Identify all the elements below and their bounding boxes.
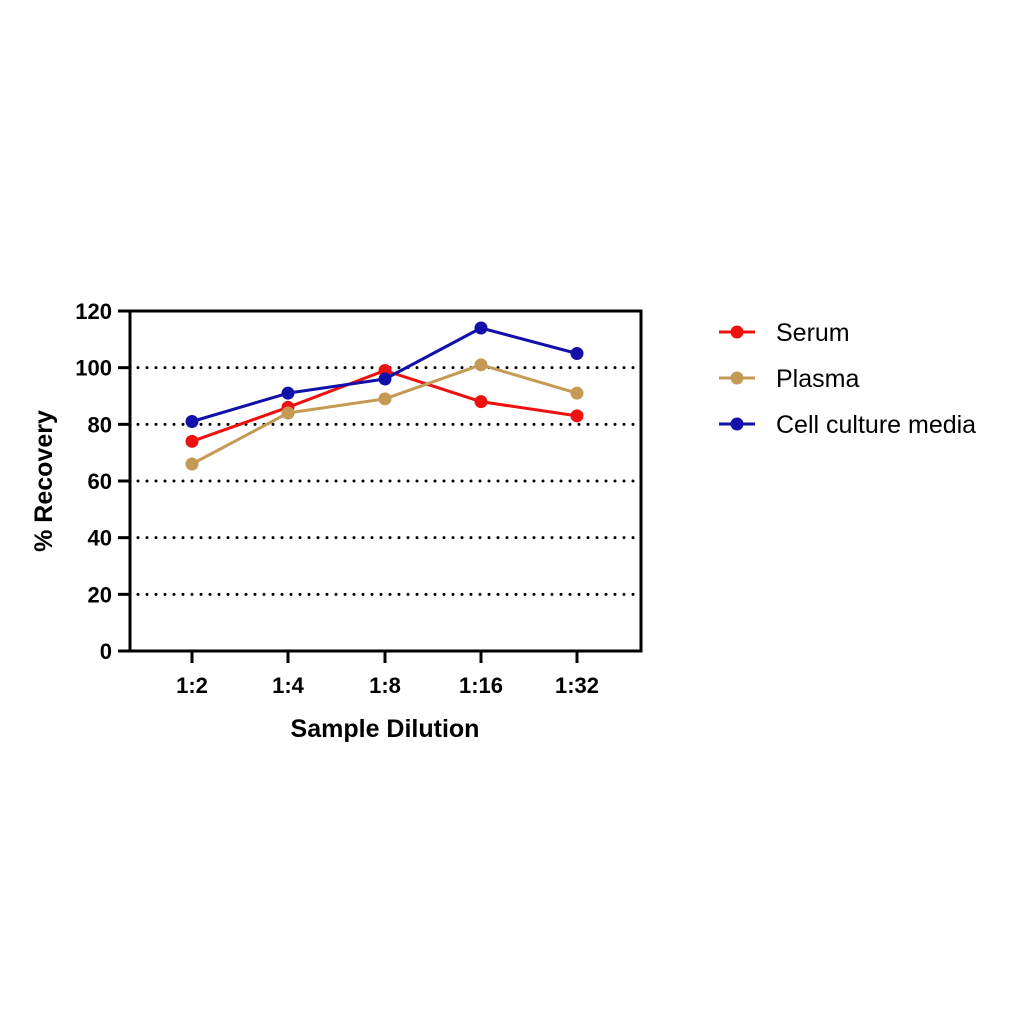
data-point (474, 321, 488, 335)
y-tick-label: 60 (88, 469, 112, 494)
x-tick-label: 1:16 (459, 673, 503, 698)
data-point (281, 386, 295, 400)
data-point (570, 386, 584, 400)
y-tick-label: 20 (88, 582, 112, 607)
data-point (185, 457, 199, 471)
x-tick-label: 1:32 (555, 673, 599, 698)
legend-item: Cell culture media (719, 411, 976, 439)
y-tick-label: 80 (88, 412, 112, 437)
y-tick-label: 100 (75, 356, 112, 381)
series-group (185, 321, 584, 471)
data-point (570, 409, 584, 423)
data-point (570, 347, 584, 360)
x-axis-title: Sample Dilution (291, 715, 480, 743)
legend-item: Plasma (719, 365, 859, 393)
data-point (185, 434, 199, 448)
x-tick-label: 1:2 (176, 673, 208, 698)
x-axis: 1:2 1:4 1:8 1:16 1:32 (176, 651, 599, 698)
y-tick-label: 120 (75, 299, 112, 324)
legend-marker (730, 371, 744, 385)
y-tick-label: 0 (100, 639, 112, 664)
plot-frame (128, 309, 643, 653)
y-axis-title: % Recovery (30, 410, 58, 552)
legend-item: Serum (719, 319, 850, 347)
y-axis: 0 20 40 60 80 100 120 (75, 299, 130, 664)
x-tick-label: 1:8 (369, 673, 401, 698)
legend-marker (730, 325, 744, 339)
y-tick-label: 40 (88, 526, 112, 551)
data-point (281, 406, 295, 420)
data-point (378, 392, 392, 406)
data-point (185, 415, 199, 428)
legend-label: Cell culture media (776, 411, 976, 439)
gridlines (136, 366, 637, 596)
data-point (378, 372, 392, 386)
legend: Serum Plasma Cell culture media (719, 319, 976, 439)
data-point (474, 358, 488, 372)
legend-marker (730, 417, 744, 431)
legend-label: Serum (776, 319, 850, 347)
x-tick-label: 1:4 (272, 673, 305, 698)
legend-label: Plasma (776, 365, 859, 393)
data-point (474, 395, 488, 409)
